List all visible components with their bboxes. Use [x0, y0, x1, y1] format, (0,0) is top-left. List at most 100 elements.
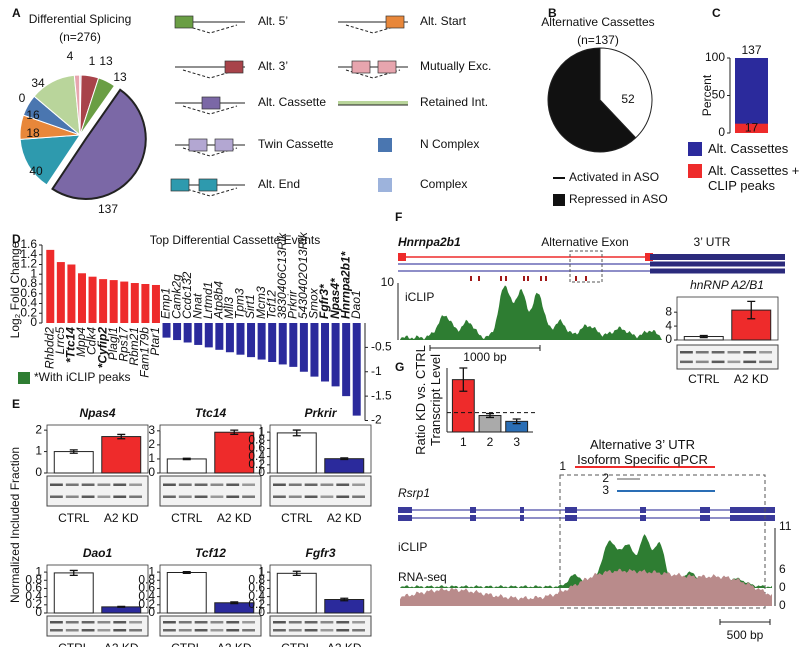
- bar: [109, 280, 118, 323]
- panel-label: E: [12, 397, 20, 411]
- clip-site: [585, 276, 587, 281]
- gel-band: [226, 629, 240, 632]
- slice-label: 4: [67, 49, 74, 63]
- x-tick-label: Mll3: [222, 297, 236, 319]
- error-bar: [69, 569, 78, 577]
- x-tick-label: Rps17: [116, 326, 130, 362]
- gene-exon: [640, 507, 646, 513]
- legend-swatch: [338, 101, 408, 105]
- bar: [278, 323, 287, 365]
- gel-band: [273, 483, 286, 486]
- gene-exon: [470, 515, 476, 521]
- y-axis-label: Log₂ Fold Change: [8, 241, 22, 338]
- gel-band: [194, 621, 208, 624]
- y-tick-label: 1: [35, 444, 42, 458]
- x-tick-label: Smox: [307, 287, 321, 319]
- gel-band: [727, 351, 741, 354]
- panel-label: B: [548, 6, 557, 20]
- y-tick-label: 0: [35, 605, 42, 619]
- y-tick-label: 0: [258, 465, 265, 479]
- y-tick-label: 1: [35, 564, 42, 578]
- gene-exon: [645, 253, 653, 261]
- y-tick-label: 1.6: [20, 237, 37, 251]
- chart-title: Npas4: [79, 406, 115, 420]
- x-tick-label: A2 KD: [327, 641, 362, 647]
- legend-label: Retained Int.: [420, 95, 488, 109]
- legend-label: Alt. Cassettes + CLIP peaks: [708, 163, 800, 193]
- gel-band: [273, 621, 286, 624]
- gene-exon: [520, 507, 524, 513]
- bar: [321, 323, 330, 382]
- x-tick-label: Rhbdd2: [42, 327, 56, 369]
- gene-exon: [398, 515, 412, 521]
- gel-band: [194, 483, 208, 486]
- gene-exon: [730, 515, 775, 521]
- chart-title: Prkrir: [304, 406, 337, 420]
- legend-swatch: [198, 178, 218, 192]
- gel-band: [320, 495, 334, 498]
- gel-band: [178, 483, 192, 486]
- legend-swatch: [170, 178, 190, 192]
- y-tick-label: 0.4: [138, 589, 155, 603]
- x-tick-label: A2 KD: [217, 641, 252, 647]
- bar: [99, 279, 108, 323]
- plot-frame: [46, 564, 149, 614]
- scale-bar: [429, 345, 541, 351]
- chart-title: Ttc14: [195, 406, 227, 420]
- y-tick-label: 0: [35, 465, 42, 479]
- bar: [268, 323, 277, 362]
- legend-label: Alt. 3’: [258, 59, 288, 73]
- legend-label: Alt. End: [258, 177, 300, 191]
- gel-band: [163, 483, 176, 486]
- gel-band: [273, 495, 286, 498]
- y-tick-label: 0: [258, 605, 265, 619]
- scale-bar-label: 1000 bp: [463, 350, 507, 364]
- x-tick-label: Nnat: [190, 293, 204, 319]
- gel-band: [210, 629, 224, 632]
- gene-name: Rsrp1: [398, 486, 430, 500]
- chart-title: Dao1: [83, 546, 113, 560]
- legend-label: Twin Cassette: [258, 137, 334, 151]
- track-max: 6: [779, 562, 786, 576]
- bar: [173, 323, 182, 341]
- bar: [735, 58, 768, 133]
- chart-title: Tcf12: [195, 546, 226, 560]
- bar: [88, 276, 97, 323]
- bar: [166, 572, 207, 614]
- bar: [46, 249, 55, 323]
- error-bar: [69, 449, 78, 454]
- gel-band: [65, 495, 79, 498]
- plot-frame: [269, 424, 372, 474]
- bar: [151, 284, 160, 323]
- bar: [236, 323, 245, 355]
- gel-band: [759, 351, 772, 354]
- error-bar: [292, 429, 301, 437]
- legend-swatch: [378, 138, 392, 152]
- gel-band: [81, 495, 95, 498]
- gel-band: [743, 351, 757, 354]
- bar: [166, 458, 207, 474]
- track-label: RNA-seq: [398, 570, 447, 584]
- x-tick-label: Plagl1: [106, 327, 120, 360]
- legend-label: N Complex: [420, 137, 479, 151]
- gel-band: [727, 360, 741, 364]
- slice-label: 52: [621, 92, 635, 106]
- gel-band: [163, 495, 176, 498]
- slice-label: 137: [98, 202, 118, 216]
- pie-slice: [79, 77, 116, 136]
- bar: [310, 323, 319, 377]
- plot-frame: [676, 296, 779, 341]
- bar: [120, 281, 129, 323]
- chart-title: hnRNP A2/B1: [690, 278, 764, 292]
- gel-band: [288, 629, 302, 632]
- y-tick-label: 0: [30, 315, 37, 329]
- gel-band: [352, 629, 365, 632]
- plot-frame: [46, 424, 149, 474]
- gene-exon: [730, 507, 775, 513]
- y-tick-label: 0.6: [25, 581, 42, 595]
- pie-slice: [599, 47, 653, 139]
- y-tick-label: 0.2: [25, 597, 42, 611]
- y-tick-label: 50: [712, 88, 726, 102]
- gel-band: [695, 360, 709, 364]
- gel-band: [336, 483, 350, 486]
